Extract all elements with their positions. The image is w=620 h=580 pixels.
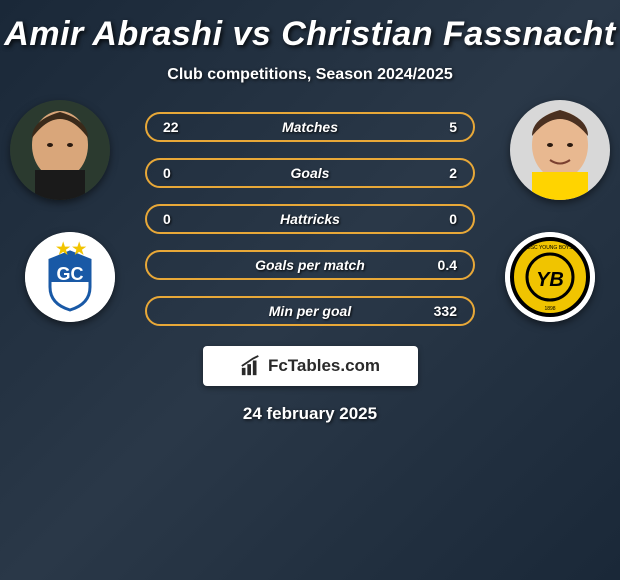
stat-right-value: 0.4	[417, 257, 457, 273]
stat-label: Hattricks	[203, 211, 417, 227]
svg-text:YB: YB	[536, 269, 564, 291]
player-right-avatar	[510, 100, 610, 200]
brand-text: FcTables.com	[268, 356, 380, 376]
club-left-badge: ★ ★ GC	[25, 232, 115, 322]
stat-row: 0 Hattricks 0	[145, 204, 475, 234]
comparison-area: ★ ★ GC YB BSC YOUNG BOYS 1898 22 Matche	[0, 112, 620, 326]
club-right-badge: YB BSC YOUNG BOYS 1898	[505, 232, 595, 322]
date-text: 24 february 2025	[243, 404, 377, 424]
svg-text:GC: GC	[57, 264, 84, 284]
player-right-face-icon	[510, 100, 610, 200]
stat-right-value: 5	[417, 119, 457, 135]
chart-icon	[240, 355, 262, 377]
stat-left-value: 0	[163, 165, 203, 181]
stat-right-value: 2	[417, 165, 457, 181]
stat-row: 22 Matches 5	[145, 112, 475, 142]
player-left-avatar	[10, 100, 110, 200]
page-subtitle: Club competitions, Season 2024/2025	[167, 66, 452, 84]
stat-right-value: 0	[417, 211, 457, 227]
stat-right-value: 332	[417, 303, 457, 319]
brand-bar: FcTables.com	[203, 346, 418, 386]
club-right-logo-icon: YB BSC YOUNG BOYS 1898	[505, 232, 595, 322]
svg-text:1898: 1898	[544, 306, 555, 312]
stat-left-value: 0	[163, 211, 203, 227]
svg-text:★: ★	[56, 241, 71, 258]
stat-label: Matches	[203, 119, 417, 135]
stat-left-value: 22	[163, 119, 203, 135]
svg-text:★: ★	[72, 241, 87, 258]
stat-label: Goals per match	[203, 257, 417, 273]
stat-label: Min per goal	[203, 303, 417, 319]
stat-row: Goals per match 0.4	[145, 250, 475, 280]
page-title: Amir Abrashi vs Christian Fassnacht	[4, 15, 615, 54]
stat-row: 0 Goals 2	[145, 158, 475, 188]
stat-label: Goals	[203, 165, 417, 181]
svg-text:BSC YOUNG BOYS: BSC YOUNG BOYS	[527, 245, 573, 251]
player-left-face-icon	[10, 100, 110, 200]
stat-row: Min per goal 332	[145, 296, 475, 326]
club-left-logo-icon: ★ ★ GC	[25, 232, 115, 322]
